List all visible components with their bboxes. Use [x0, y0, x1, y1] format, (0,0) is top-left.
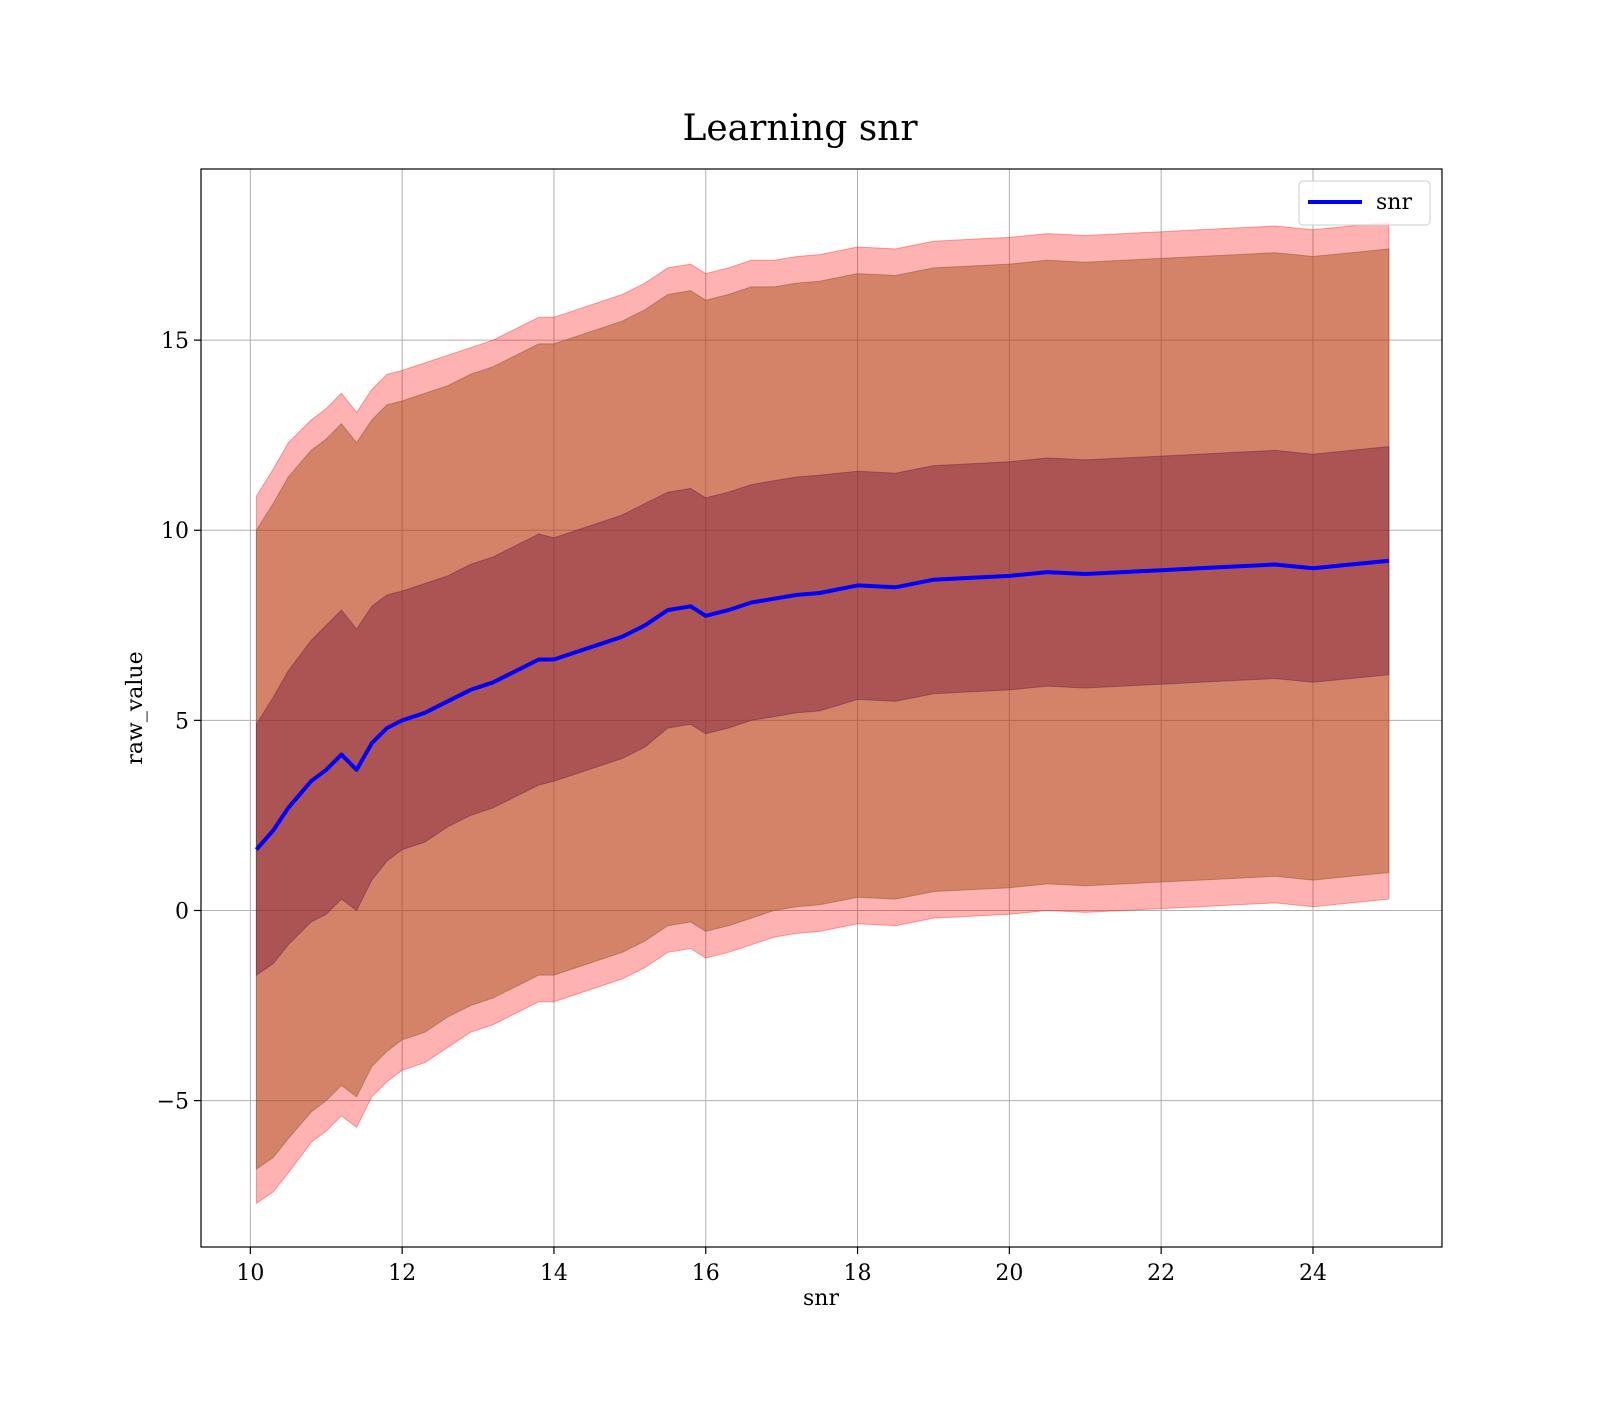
middle-band [255, 248, 1390, 1170]
y-tick-label: −5 [157, 1090, 189, 1115]
x-tick-label: 12 [388, 1261, 416, 1286]
x-tick-label: 10 [236, 1261, 264, 1286]
chart-title: Learning snr [682, 108, 918, 149]
x-tick-label: 22 [1147, 1261, 1175, 1286]
legend-box [1298, 180, 1431, 226]
inner-band [255, 446, 1390, 977]
y-tick-label: 10 [161, 519, 189, 544]
x-axis-ticks: 10 12 14 16 18 20 22 24 [236, 1247, 1327, 1286]
y-tick-label: 15 [161, 329, 189, 354]
x-tick-label: 14 [540, 1261, 568, 1286]
series-lines [254, 558, 1390, 851]
y-tick-label: 5 [175, 709, 189, 734]
outer-band-light [255, 221, 1390, 1205]
series-line-snr [254, 558, 1390, 851]
x-axis-label: snr [803, 1286, 839, 1311]
plot-frame [200, 168, 1443, 1248]
x-tick-label: 16 [692, 1261, 720, 1286]
x-tick-label: 18 [844, 1261, 872, 1286]
y-axis-label: raw_value [123, 651, 148, 764]
confidence-bands [255, 221, 1390, 1205]
legend: snr [1298, 180, 1431, 226]
legend-label-snr: snr [1376, 190, 1412, 215]
x-tick-label: 24 [1299, 1261, 1327, 1286]
y-axis-ticks: −5 0 5 10 15 [157, 329, 201, 1115]
x-tick-label: 20 [995, 1261, 1023, 1286]
y-tick-label: 0 [175, 899, 189, 924]
